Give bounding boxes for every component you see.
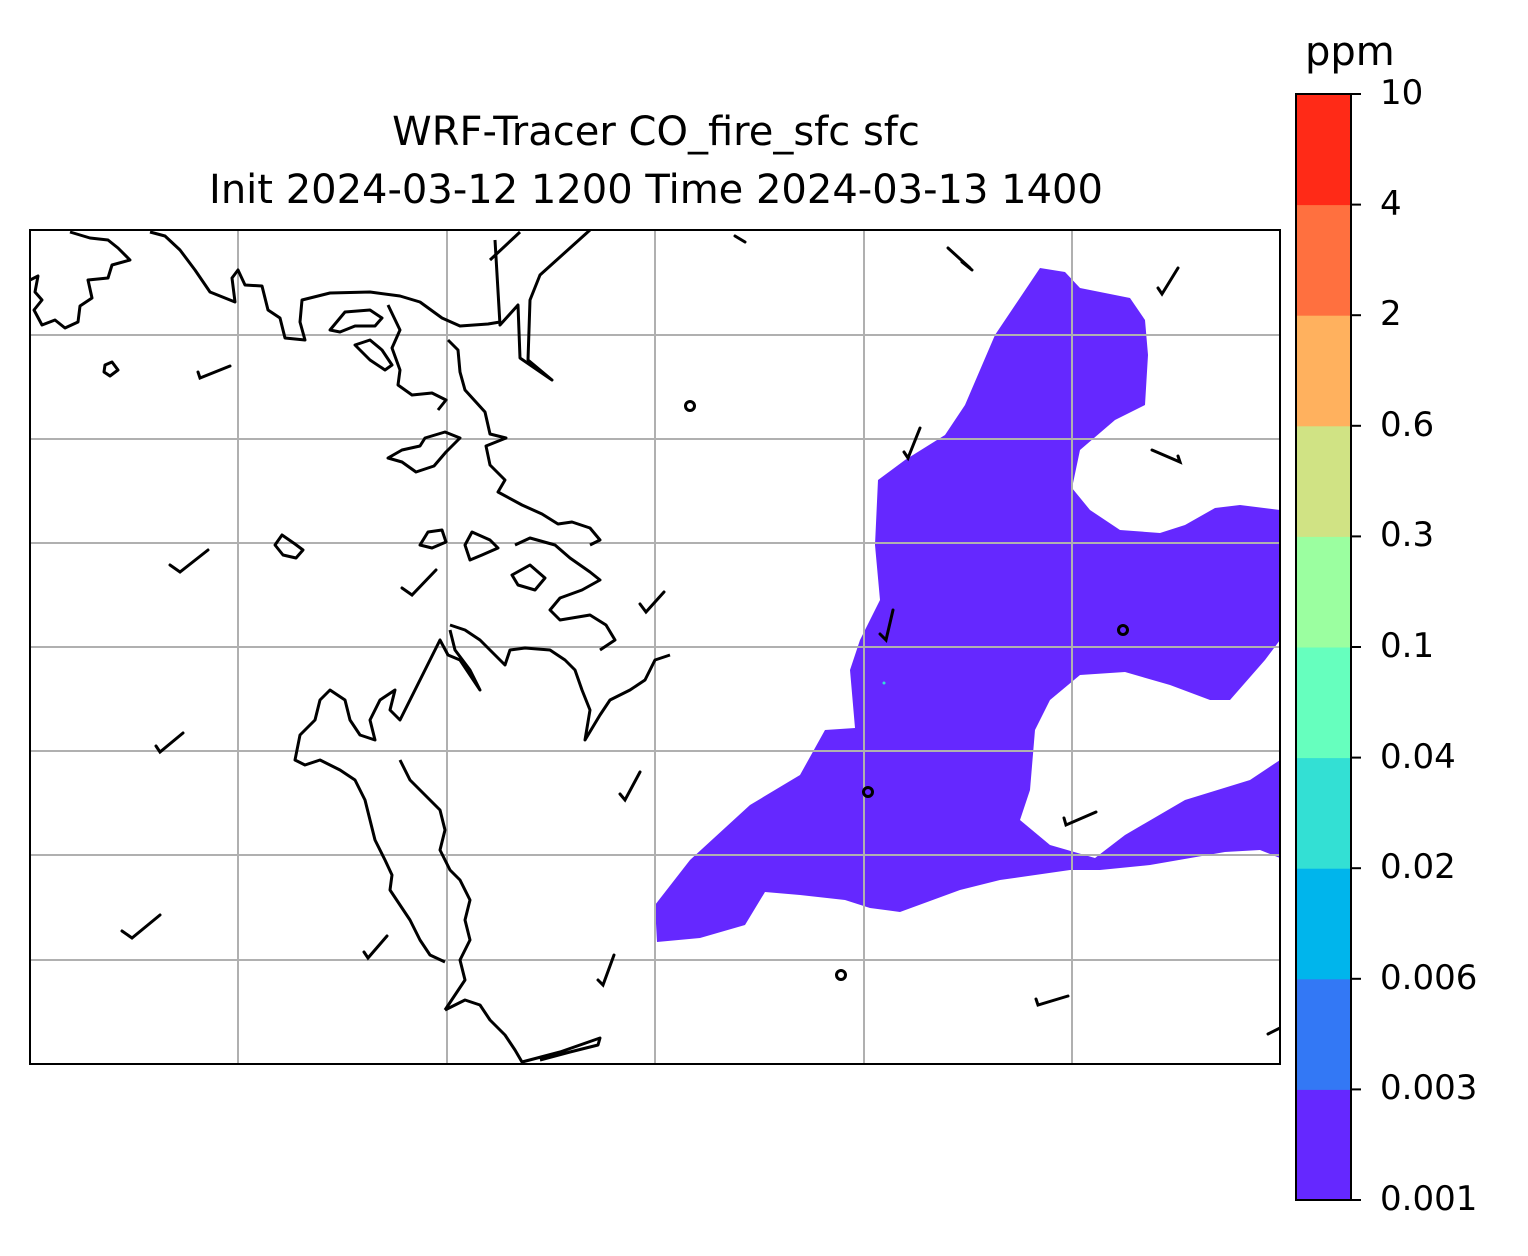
wind-barb: [618, 770, 642, 803]
colorbar-tick-label: 0.02: [1380, 847, 1456, 888]
wind-barb: [168, 548, 210, 574]
colorbar-unit-label: ppm: [1305, 29, 1395, 75]
colorbar-tick-label: 0.6: [1380, 404, 1435, 445]
colorbar-band: [1296, 315, 1351, 427]
coastline-north-peninsula: [149, 230, 501, 342]
wind-barb: [638, 590, 666, 615]
coastline-bay: [449, 623, 671, 742]
colorbar-band: [1296, 1089, 1351, 1201]
calm-wind-marker: [1117, 624, 1129, 636]
calm-wind-marker: [862, 786, 874, 798]
colorbar-band: [1296, 978, 1351, 1090]
coastline-inlet-north: [493, 230, 592, 382]
island-north-1: [328, 308, 384, 334]
chart-title-line1: WRF-Tracer CO_fire_sfc sfc: [392, 109, 920, 155]
colorbar-band: [1296, 647, 1351, 759]
coastline-mid-fingers-2: [510, 563, 547, 592]
map-frame: [29, 229, 1281, 1065]
colorbar-tick-label: 4: [1380, 183, 1402, 224]
wind-barb: [120, 913, 162, 940]
colorbar: [1296, 94, 1351, 1201]
coastline-mid-fingers: [514, 536, 617, 652]
colorbar-tick-label: 0.003: [1380, 1068, 1478, 1109]
colorbar-band: [1296, 757, 1351, 869]
colorbar-tick-label: 0.1: [1380, 626, 1435, 666]
colorbar-tick-marks: [1351, 93, 1361, 1201]
wind-barb: [1156, 266, 1180, 297]
tracer-source-point: [882, 681, 886, 685]
island-small-1: [418, 528, 448, 550]
coastline-channel-west: [386, 304, 448, 411]
colorbar-band: [1296, 94, 1351, 206]
coastline-west-complex-2: [398, 759, 472, 1011]
wind-barb: [878, 608, 895, 643]
wind-barb: [362, 934, 389, 961]
coastline-inlet-north-2: [488, 230, 522, 262]
colorbar-tick-label: 0.006: [1380, 957, 1478, 998]
calm-wind-marker: [684, 400, 696, 412]
map-gridlines: [30, 230, 1280, 1064]
colorbar-tick-label: 2: [1380, 294, 1402, 335]
calm-wind-marker: [835, 969, 847, 981]
colorbar-tick-label: 0.04: [1380, 736, 1456, 777]
island-small-west: [273, 533, 305, 560]
chart-title-line2: Init 2024-03-12 1200 Time 2024-03-13 140…: [209, 167, 1103, 213]
wind-barb: [196, 364, 232, 380]
wind-barb: [946, 246, 974, 272]
colorbar-band: [1296, 425, 1351, 537]
colorbar-tick-label: 10: [1380, 73, 1424, 113]
wind-barb: [1062, 810, 1098, 828]
wind-barb: [1150, 448, 1183, 465]
wind-barb: [902, 426, 922, 462]
wind-barb: [400, 568, 438, 597]
wind-barb: [596, 953, 616, 988]
coastline-south: [444, 998, 602, 1064]
island-oval-nw: [102, 360, 120, 378]
coastline-west-complex: [293, 629, 482, 964]
wind-barbs: [120, 234, 1280, 1036]
colorbar-band: [1296, 868, 1351, 980]
wind-barb: [1034, 994, 1070, 1007]
colorbar-band: [1296, 204, 1351, 316]
colorbar-tick-label: 0.001: [1380, 1179, 1478, 1219]
wind-barb: [154, 731, 185, 755]
wind-barb: [1266, 1026, 1280, 1036]
coastlines: [30, 230, 671, 1064]
island-north-2: [353, 338, 394, 372]
colorbar-band: [1296, 536, 1351, 648]
wind-barb: [733, 234, 747, 244]
coastline-cove: [386, 430, 462, 474]
coastline-mid-peninsula: [463, 530, 500, 562]
coastline-channel-mid: [446, 338, 602, 547]
colorbar-tick-label: 0.3: [1380, 515, 1435, 556]
coastline-northwest: [30, 230, 132, 330]
tracer-plume-area: [655, 268, 1280, 942]
